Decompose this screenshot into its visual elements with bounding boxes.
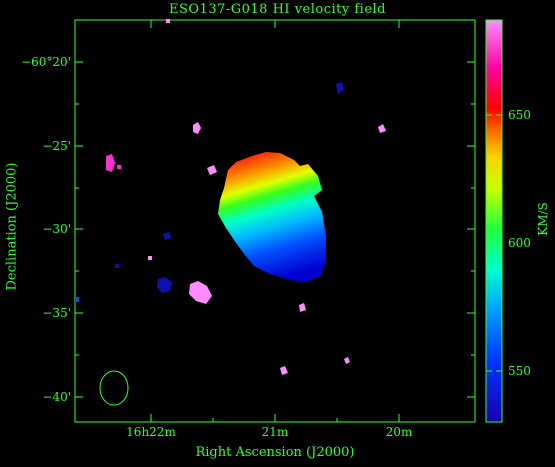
blob-blue-top <box>336 82 344 94</box>
blob-magenta-left <box>106 154 115 172</box>
x-tick-label: 16h22m <box>126 425 176 439</box>
colorbar <box>485 19 503 423</box>
y-tick-label: −40' <box>42 390 71 404</box>
axis-ticks <box>75 20 475 422</box>
y-tick-label: −25' <box>42 139 71 153</box>
x-tick-label: 21m <box>261 425 289 439</box>
colorbar-ticks <box>486 114 502 372</box>
noise-blobs <box>75 19 386 375</box>
colorbar-tick-label: 550 <box>508 364 531 378</box>
beam-ellipse <box>99 370 129 406</box>
colorbar-tick-label: 600 <box>508 236 531 250</box>
colorbar-tick-label: 650 <box>508 108 531 122</box>
plot-title: ESO137-G018 HI velocity field <box>169 2 386 17</box>
y-axis-label: Declination (J2000) <box>4 162 20 291</box>
blob-magenta-large <box>189 281 212 304</box>
y-tick-label: −60°20' <box>21 55 71 69</box>
colorbar-unit-label: KM/S <box>535 202 550 236</box>
blob-blue-left <box>157 277 172 293</box>
x-axis-label: Right Ascension (J2000) <box>195 445 355 460</box>
y-tick-label: −30' <box>42 222 71 236</box>
x-tick-label: 20m <box>385 425 413 439</box>
y-tick-label: −35' <box>42 306 71 320</box>
